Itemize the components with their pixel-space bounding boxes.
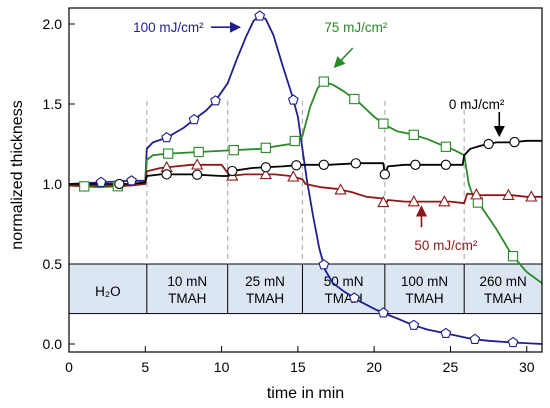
data-point [289, 135, 300, 147]
data-point [525, 190, 538, 202]
data-point [161, 131, 173, 143]
data-point [350, 158, 362, 169]
series-line-2 [69, 163, 542, 208]
phase-label: 260 mN [479, 274, 526, 289]
series-annotation: 50 mJ/cm² [414, 238, 478, 253]
x-tick-label: 15 [290, 359, 306, 375]
data-point [408, 129, 419, 141]
series-annotation: 0 mJ/cm² [449, 97, 505, 112]
y-tick-label: 1.0 [43, 176, 63, 192]
data-point [79, 181, 90, 192]
data-point [260, 142, 271, 153]
x-tick-label: 5 [141, 359, 149, 375]
phase-label: 50 mN [324, 274, 364, 289]
data-point [407, 195, 420, 207]
series-annotation: 75 mJ/cm² [324, 20, 388, 35]
data-point [507, 336, 519, 348]
series-line-3 [69, 139, 542, 185]
data-point [318, 159, 329, 170]
data-point [254, 10, 266, 21]
data-point [440, 327, 452, 339]
data-point [377, 307, 389, 318]
y-tick-label: 0.5 [43, 256, 63, 272]
y-axis-title: normalized thickness [9, 100, 26, 249]
data-point [502, 188, 515, 200]
y-tick-label: 1.5 [43, 96, 63, 112]
data-point [410, 159, 421, 170]
data-point [408, 319, 420, 330]
data-point [379, 169, 390, 180]
phase-label: 25 mN [245, 274, 285, 289]
x-tick-label: 10 [214, 359, 230, 375]
data-point [163, 148, 174, 159]
phase-band [68, 263, 543, 315]
x-tick-label: 20 [366, 359, 382, 375]
data-point [191, 158, 204, 170]
data-point [95, 176, 107, 187]
data-point [509, 136, 520, 148]
x-tick-label: 25 [443, 359, 459, 375]
data-point [287, 170, 300, 182]
data-point [210, 95, 221, 106]
y-tick-label: 0.0 [43, 336, 63, 352]
data-point [228, 145, 239, 156]
data-point [188, 113, 200, 125]
data-point [334, 183, 347, 195]
data-point [438, 195, 451, 207]
data-point [260, 162, 271, 173]
data-point [126, 175, 137, 186]
data-point [193, 146, 204, 158]
phase-label: 10 mN [167, 274, 207, 289]
series-annotation: 100 mJ/cm² [133, 20, 204, 35]
x-tick-label: 30 [519, 359, 535, 375]
data-point [507, 251, 519, 262]
phase-label-line2: TMAH [484, 291, 522, 306]
phase-label: 100 mN [401, 274, 448, 289]
phase-label-line2: TMAH [168, 291, 206, 306]
data-point [291, 160, 302, 171]
data-point [114, 178, 125, 190]
data-point [192, 169, 203, 180]
x-axis-title: time in min [267, 385, 344, 402]
data-point [469, 333, 481, 344]
data-point [348, 292, 360, 303]
data-point [161, 169, 172, 180]
plot-frame [68, 7, 543, 353]
data-point [440, 141, 452, 152]
y-tick-label: 2.0 [43, 16, 63, 32]
data-point [318, 259, 330, 270]
data-point [349, 93, 360, 105]
series-line-0 [69, 15, 542, 345]
phase-label-line2: TMAH [405, 291, 443, 306]
x-tick-label: 0 [65, 359, 73, 375]
data-point [440, 159, 452, 170]
phase-label: H₂O [95, 284, 121, 299]
data-point [287, 94, 299, 105]
data-point [483, 138, 494, 150]
data-point [227, 165, 238, 177]
data-point [377, 195, 390, 208]
data-point [259, 167, 272, 180]
data-point [378, 118, 389, 129]
annotation-arrow [333, 47, 354, 69]
data-point [470, 188, 483, 200]
phase-label-line2: TMAH [246, 291, 284, 306]
data-point [318, 76, 329, 87]
series-line-1 [69, 80, 542, 284]
